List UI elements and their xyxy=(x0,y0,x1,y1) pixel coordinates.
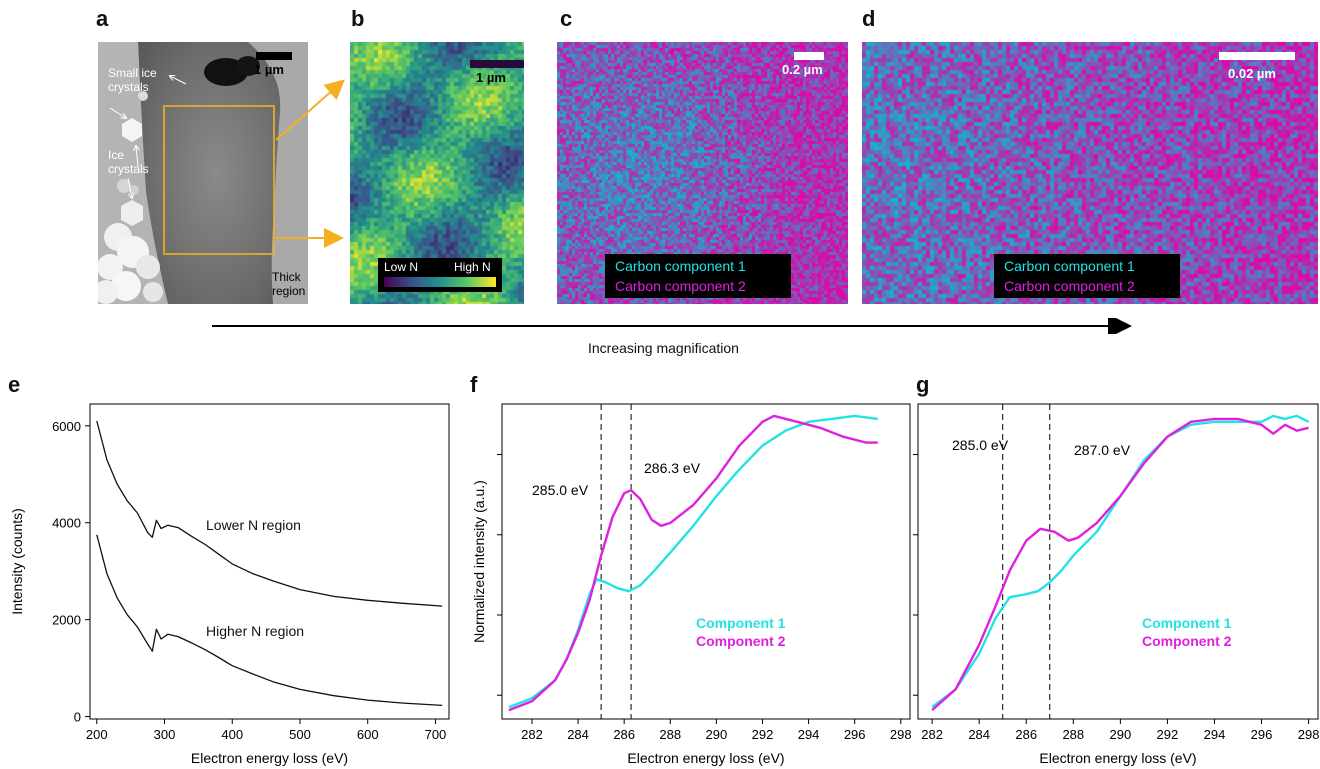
label-ice-line2: crystals xyxy=(108,162,149,176)
label-small-ice-crystals: Small ice crystals xyxy=(108,66,157,94)
x-tick-label-f-3: 288 xyxy=(659,727,681,742)
legend-d-component-1: Carbon component 1 xyxy=(1004,258,1135,274)
series-line-e-0 xyxy=(96,420,443,607)
x-axis-label-e: Electron energy loss (eV) xyxy=(191,750,348,766)
x-axis-label-g: Electron energy loss (eV) xyxy=(1039,750,1196,766)
y-tick-label-e-3: 6000 xyxy=(52,419,81,434)
x-tick-label-e-2: 400 xyxy=(221,727,243,742)
x-tick-label-f-6: 294 xyxy=(798,727,820,742)
x-tick-label-g-8: 298 xyxy=(1298,727,1320,742)
scalebar-d xyxy=(1219,52,1295,60)
x-tick-label-g-0: 282 xyxy=(921,727,943,742)
scalebar-a xyxy=(256,52,292,60)
x-tick-label-g-1: 284 xyxy=(968,727,990,742)
legend-c: Carbon component 1 Carbon component 2 xyxy=(605,254,791,298)
colorbar-high-label: High N xyxy=(454,260,491,274)
x-tick-label-f-5: 292 xyxy=(752,727,774,742)
colorbar-low-label: Low N xyxy=(384,260,419,274)
magnification-arrow xyxy=(212,318,1132,334)
series-line-f-1 xyxy=(508,414,878,712)
series-label-e-0: Lower N region xyxy=(206,517,301,533)
chart-e: 200 300 400 500 600 700 0 2000 4000 6000 Electron … xyxy=(9,403,450,766)
zoom-arrows xyxy=(275,79,346,248)
series-line-e-1 xyxy=(96,534,443,707)
scalebar-c xyxy=(794,52,824,60)
x-tick-label-e-5: 700 xyxy=(425,727,447,742)
y-tick-label-e-2: 4000 xyxy=(52,516,81,531)
annotation-f-0: 285.0 eV xyxy=(532,482,589,498)
x-tick-label-g-3: 288 xyxy=(1062,727,1084,742)
y-tick-label-e-0: 0 xyxy=(74,710,81,725)
scale-label-c: 0.2 µm xyxy=(782,62,823,77)
x-tick-label-e-4: 600 xyxy=(357,727,379,742)
annotation-g-0: 285.0 eV xyxy=(952,437,1009,453)
micrograph-a-image xyxy=(98,42,308,304)
x-tick-label-f-0: 282 xyxy=(521,727,543,742)
x-tick-label-g-6: 294 xyxy=(1204,727,1226,742)
panel-a-arrows xyxy=(109,42,187,304)
x-tick-label-f-1: 284 xyxy=(567,727,589,742)
x-tick-label-e-3: 500 xyxy=(289,727,311,742)
x-tick-label-g-4: 290 xyxy=(1110,727,1132,742)
plot-frame-g xyxy=(917,403,1319,720)
label-thick-region: Thick region xyxy=(272,270,305,298)
panel-letter-c: c xyxy=(560,6,573,31)
panel-letter-d: d xyxy=(862,6,876,31)
x-tick-label-f-4: 290 xyxy=(706,727,728,742)
x-tick-label-g-2: 286 xyxy=(1015,727,1037,742)
annotation-g-1: 287.0 eV xyxy=(1074,442,1131,458)
x-tick-label-e-1: 300 xyxy=(154,727,176,742)
scale-label-b: 1 µm xyxy=(476,70,506,85)
scale-label-a: 1 µm xyxy=(254,62,284,77)
series-line-g-0 xyxy=(931,414,1310,709)
panel-letter-b: b xyxy=(351,6,365,31)
series-label-g-1: Component 2 xyxy=(1142,633,1232,649)
x-tick-label-f-2: 286 xyxy=(613,727,635,742)
scale-label-d: 0.02 µm xyxy=(1228,66,1276,81)
legend-c-component-2: Carbon component 2 xyxy=(615,278,746,294)
plot-frame-e xyxy=(89,403,450,720)
series-label-e-1: Higher N region xyxy=(206,623,304,639)
series-line-g-1 xyxy=(931,417,1309,711)
panel-letter-g: g xyxy=(916,372,930,397)
panel-letter-a: a xyxy=(96,6,109,31)
label-small-ice-line2: crystals xyxy=(108,80,149,94)
y-axis-label-f: Normalized intensity (a.u.) xyxy=(471,480,487,643)
label-small-ice-line1: Small ice xyxy=(108,66,157,80)
label-thick-line2: region xyxy=(272,284,306,298)
series-label-g-0: Component 1 xyxy=(1142,615,1232,631)
panel-letter-f: f xyxy=(470,372,478,397)
series-label-f-1: Component 2 xyxy=(696,633,786,649)
y-axis-label-e: Intensity (counts) xyxy=(9,508,25,615)
plot-frame-f xyxy=(501,403,911,720)
x-tick-label-g-7: 296 xyxy=(1251,727,1273,742)
legend-d: Carbon component 1 Carbon component 2 xyxy=(994,254,1180,298)
scalebar-b xyxy=(470,60,524,68)
panel-letter-e: e xyxy=(8,372,21,397)
x-tick-label-f-7: 296 xyxy=(844,727,866,742)
annotation-f-1: 286.3 eV xyxy=(644,460,701,476)
x-axis-label-f: Electron energy loss (eV) xyxy=(627,750,784,766)
chart-f: 282 284 286 288 290 292 294 296 298 Electron ener… xyxy=(471,403,912,766)
colorbar-gradient xyxy=(384,277,496,287)
x-tick-label-e-0: 200 xyxy=(86,727,108,742)
y-tick-label-e-1: 2000 xyxy=(52,613,81,628)
x-tick-label-g-5: 292 xyxy=(1157,727,1179,742)
magnification-label: Increasing magnification xyxy=(588,340,739,356)
label-thick-line1: Thick xyxy=(272,270,301,284)
legend-d-component-2: Carbon component 2 xyxy=(1004,278,1135,294)
series-label-f-0: Component 1 xyxy=(696,615,786,631)
x-tick-label-f-8: 298 xyxy=(890,727,912,742)
colorbar-box: Low N High N xyxy=(378,258,502,292)
legend-c-component-1: Carbon component 1 xyxy=(615,258,746,274)
label-ice-crystals: Ice crystals xyxy=(108,148,149,176)
panel-a-micrograph xyxy=(98,42,308,304)
chart-g: 282 284 286 288 290 292 294 296 298 Electron ener… xyxy=(913,403,1320,766)
label-ice-line1: Ice xyxy=(108,148,125,162)
